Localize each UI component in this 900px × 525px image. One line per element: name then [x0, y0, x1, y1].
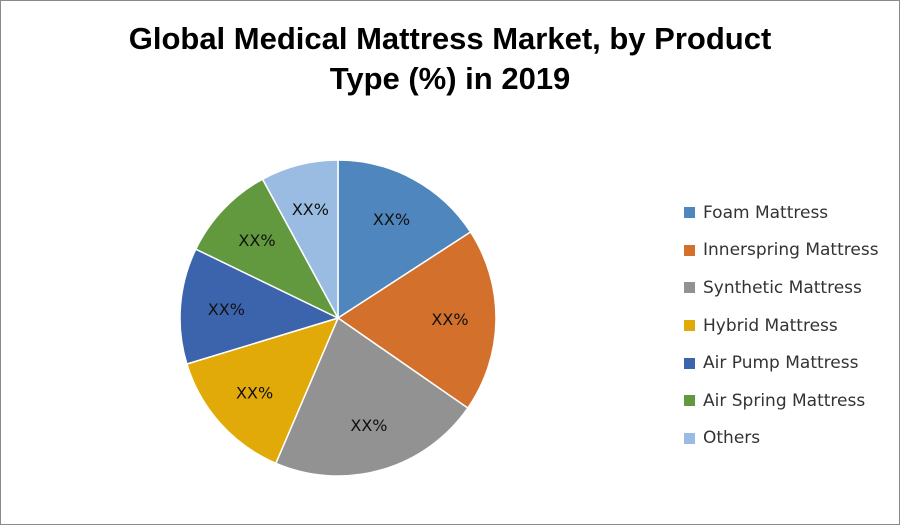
legend-swatch — [684, 244, 695, 256]
pie-slice-others — [261, 159, 339, 319]
slice-label-others: XX% — [292, 200, 329, 219]
legend-label: Hybrid Mattress — [703, 315, 838, 336]
legend-item-others: Others — [684, 420, 879, 458]
chart-title-line-2: Type (%) in 2019 — [329, 61, 571, 96]
legend-label: Foam Mattress — [703, 202, 829, 223]
pie-slice-synthetic-mattress — [274, 316, 469, 477]
legend-swatch — [684, 282, 695, 294]
legend-label: Others — [703, 428, 761, 449]
chart-legend: Foam Mattress Innerspring Mattress Synthet… — [684, 194, 879, 457]
legend-swatch — [684, 395, 695, 407]
legend-item-hybrid-mattress: Hybrid Mattress — [684, 307, 879, 345]
legend-label: Synthetic Mattress — [703, 277, 862, 298]
pie-slice-innerspring-mattress — [336, 230, 497, 410]
legend-item-foam-mattress: Foam Mattress — [684, 194, 879, 232]
chart-title: Global Medical Mattress Market, by Produ… — [1, 19, 899, 99]
slice-label-synthetic-mattress: XX% — [350, 416, 387, 435]
legend-swatch — [684, 357, 695, 369]
pie-slice-foam-mattress — [337, 159, 472, 320]
pie-slice-air-pump-mattress — [179, 248, 341, 365]
legend-swatch — [684, 207, 695, 219]
legend-item-innerspring-mattress: Innerspring Mattress — [684, 232, 879, 270]
legend-item-air-spring-mattress: Air Spring Mattress — [684, 382, 879, 420]
slice-label-air-spring-mattress: XX% — [238, 231, 275, 250]
legend-label: Air Pump Mattress — [703, 353, 859, 374]
pie-slice-air-spring-mattress — [194, 178, 340, 320]
slice-label-air-pump-mattress: XX% — [208, 300, 245, 319]
legend-item-synthetic-mattress: Synthetic Mattress — [684, 269, 879, 307]
legend-label: Air Spring Mattress — [703, 390, 866, 411]
legend-item-air-pump-mattress: Air Pump Mattress — [684, 344, 879, 382]
slice-label-hybrid-mattress: XX% — [236, 383, 273, 402]
chart-title-line-1: Global Medical Mattress Market, by Produ… — [128, 21, 772, 56]
slice-label-foam-mattress: XX% — [373, 210, 410, 229]
pie-slice-hybrid-mattress — [185, 316, 340, 465]
slice-label-innerspring-mattress: XX% — [431, 310, 468, 329]
legend-label: Innerspring Mattress — [703, 240, 879, 261]
legend-swatch — [684, 432, 695, 444]
legend-swatch — [684, 320, 695, 332]
